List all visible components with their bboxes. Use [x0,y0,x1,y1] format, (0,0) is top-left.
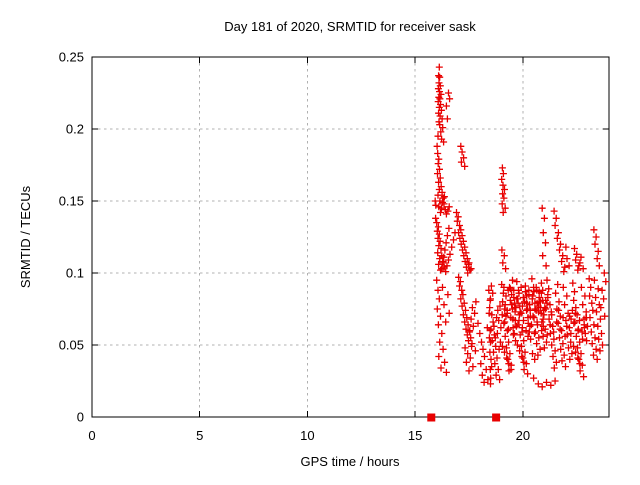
x-tick-label: 10 [300,428,314,443]
chart-title: Day 181 of 2020, SRMTID for receiver sas… [224,19,476,34]
y-tick-label: 0.25 [59,50,84,65]
y-tick-label: 0 [77,410,84,425]
x-tick-label: 15 [408,428,422,443]
y-tick-label: 0.2 [66,122,84,137]
x-tick-label: 20 [516,428,530,443]
y-axis-label: SRMTID / TECUs [18,185,33,288]
y-tick-label: 0.15 [59,194,84,209]
x-axis-label: GPS time / hours [301,454,400,469]
y-tick-label: 0.05 [59,338,84,353]
series-plus [431,63,610,391]
y-tick-labels: 0 0.05 0.1 0.15 0.2 0.25 [59,50,84,425]
y-tick-label: 0.1 [66,266,84,281]
x-tick-label: 0 [88,428,95,443]
plot-border [91,56,610,418]
data-points [427,63,610,422]
series-filled-square [427,413,501,422]
x-tick-labels: 0 5 10 15 20 [88,428,530,443]
grid-lines [92,57,609,417]
x-tick-label: 5 [196,428,203,443]
